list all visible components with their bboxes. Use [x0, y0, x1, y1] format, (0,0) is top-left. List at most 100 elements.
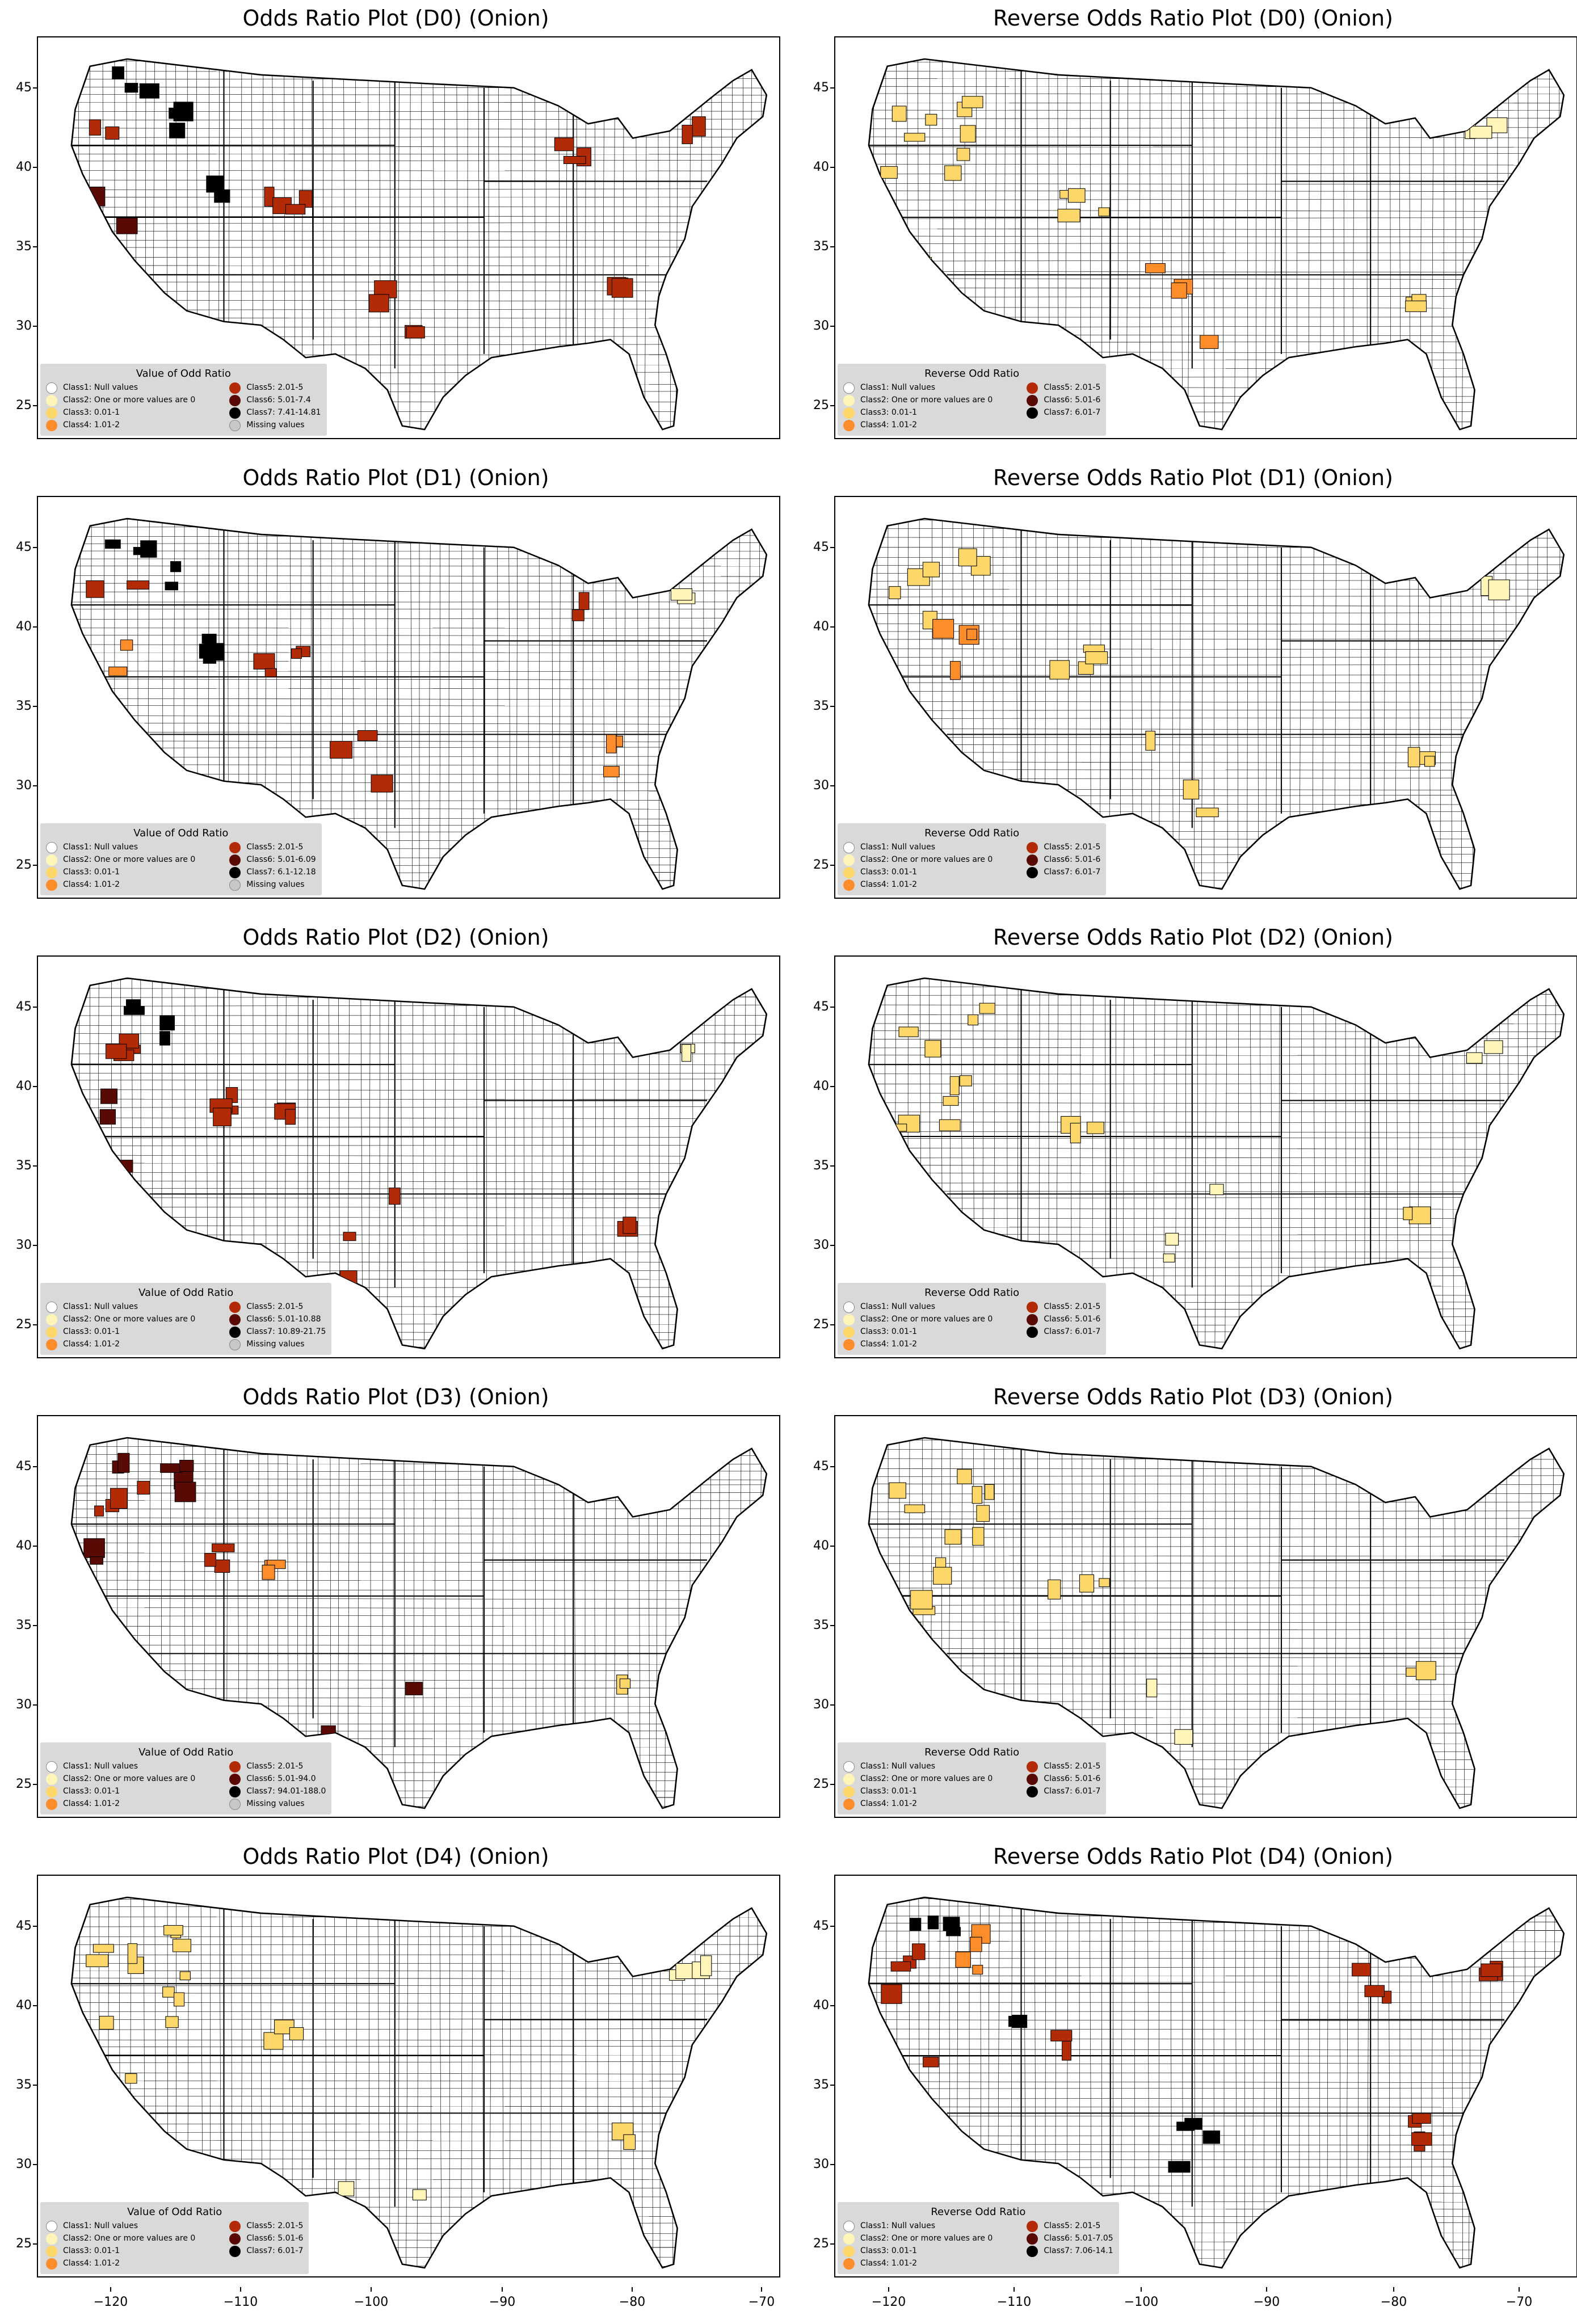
county-highlight [92, 1944, 114, 1953]
legend-item: Class4: 1.01-2 [843, 1798, 993, 1810]
map-panel: Odds Ratio Plot (D3) (Onion) 25 30 35 40 45 Va… [11, 1379, 780, 1838]
county-highlight [389, 1188, 401, 1205]
legend-label: Class5: 2.01-5 [246, 1762, 304, 1771]
legend-label: Class7: 6.01-7 [1044, 408, 1101, 417]
legend-label: Class3: 0.01-1 [63, 408, 120, 417]
county-highlight [99, 2015, 114, 2030]
county-highlight [909, 1918, 922, 1931]
legend-item: Class4: 1.01-2 [46, 879, 195, 891]
legend-label: Missing values [246, 420, 305, 430]
legend-item: Class2: One or more values are 0 [843, 1773, 993, 1785]
y-tick-label: 45 [11, 1920, 37, 1933]
legend-item: Class6: 5.01-6 [1027, 394, 1100, 406]
legend-label: Class7: 10.89-21.75 [246, 1327, 326, 1336]
map-panel: Reverse Odds Ratio Plot (D4) (Onion) 25 30… [809, 1838, 1577, 2298]
y-tick-label: 40 [809, 1540, 835, 1552]
legend-swatch-icon [843, 2245, 855, 2257]
legend-swatch-icon [229, 2233, 241, 2245]
legend-label: Class5: 2.01-5 [246, 2221, 304, 2230]
legend-item: Class6: 5.01-6.09 [229, 854, 316, 866]
y-tick-label: 30 [11, 780, 37, 792]
legend-label: Class6: 5.01-6 [1044, 395, 1101, 405]
county-highlight [1416, 1661, 1436, 1681]
y-tick-label: 45 [11, 541, 37, 554]
x-tick-label: −90 [1244, 2287, 1289, 2309]
county-highlight [1484, 1040, 1503, 1054]
county-highlight [406, 326, 425, 339]
legend-swatch-icon [1027, 1326, 1038, 1338]
map-legend: Value of Odd Ratio Class1: Null values Cla… [40, 1283, 332, 1355]
map-frame: Reverse Odd Ratio Class1: Null values Clas… [834, 955, 1577, 1358]
county-highlight [90, 1556, 104, 1565]
legend-item: Class2: One or more values are 0 [843, 394, 993, 406]
legend-item: Class6: 5.01-94.0 [229, 1773, 326, 1785]
legend-label: Class1: Null values [860, 843, 936, 852]
county-highlight [117, 1452, 130, 1473]
legend-item: Class3: 0.01-1 [843, 1786, 993, 1797]
county-highlight [970, 1936, 982, 1952]
county-highlight [891, 106, 907, 122]
legend-swatch-icon [843, 1301, 855, 1313]
legend-item: Class6: 5.01-6 [1027, 1773, 1100, 1785]
y-tick-label: 45 [11, 82, 37, 94]
y-tick-label: 30 [11, 2158, 37, 2171]
county-highlight [1481, 1963, 1502, 1977]
legend-item: Class1: Null values [843, 1301, 993, 1313]
legend-swatch-icon [843, 1773, 855, 1785]
legend-label: Class3: 0.01-1 [860, 1787, 918, 1796]
legend-label: Class4: 1.01-2 [63, 1340, 120, 1349]
county-highlight [86, 1954, 109, 1967]
legend-entries: Class1: Null values Class5: 2.01-5 Class2:… [843, 841, 1100, 891]
county-highlight [670, 588, 692, 601]
legend-label: Class7: 6.01-7 [1044, 868, 1101, 877]
legend-label: Class6: 5.01-6 [246, 2234, 304, 2243]
legend-label: Class5: 2.01-5 [1044, 1302, 1101, 1311]
county-highlight [125, 999, 141, 1013]
county-highlight [1079, 1574, 1095, 1593]
county-highlight [285, 1109, 296, 1125]
legend-swatch-icon [843, 382, 855, 394]
legend-swatch-icon [229, 1301, 241, 1313]
legend-label: Class7: 6.1-12.18 [246, 868, 316, 877]
county-highlight [285, 204, 306, 214]
legend-title: Value of Odd Ratio [133, 827, 229, 839]
legend-swatch-icon [46, 1798, 57, 1810]
y-tick-label: 30 [11, 1239, 37, 1252]
legend-swatch-icon [1027, 2220, 1038, 2232]
legend-item: Class2: One or more values are 0 [843, 1313, 993, 1325]
county-highlight [619, 1678, 631, 1689]
legend-item: Class5: 2.01-5 [229, 382, 321, 394]
legend-swatch-icon [46, 419, 57, 431]
legend-item: Class6: 5.01-7.4 [229, 394, 321, 406]
legend-entries: Class1: Null values Class5: 2.01-5 Class2:… [46, 841, 316, 891]
county-highlight [898, 1026, 919, 1037]
y-tick-label: 35 [11, 1619, 37, 1632]
county-highlight [961, 96, 983, 108]
legend-label: Class6: 5.01-6 [1044, 1774, 1101, 1783]
legend-entries: Class1: Null values Class5: 2.01-5 Class2:… [843, 1301, 1100, 1350]
y-tick-label: 40 [809, 1999, 835, 2012]
legend-swatch-icon [229, 2245, 241, 2257]
county-highlight [174, 1481, 196, 1502]
legend-swatch-icon [843, 1338, 855, 1350]
county-highlight [960, 125, 976, 143]
legend-label: Class7: 6.01-7 [1044, 1787, 1101, 1796]
county-highlight [972, 1527, 985, 1546]
legend-item: Class1: Null values [46, 1301, 195, 1313]
legend-swatch-icon [843, 407, 855, 419]
x-tick-label: −100 [348, 2287, 394, 2309]
y-tick-label: 35 [11, 2079, 37, 2091]
map-legend: Reverse Odd Ratio Class1: Null values Clas… [838, 364, 1107, 436]
county-highlight [1048, 1579, 1061, 1599]
county-highlight [212, 1543, 235, 1552]
legend-swatch-icon [843, 2258, 855, 2270]
county-highlight [139, 83, 159, 99]
y-tick-label: 45 [809, 541, 835, 554]
legend-label: Class6: 5.01-6 [1044, 1315, 1101, 1324]
panel-title: Odds Ratio Plot (D3) (Onion) [242, 1384, 549, 1409]
legend-label: Class5: 2.01-5 [246, 843, 304, 852]
y-tick-label: 40 [809, 1080, 835, 1093]
legend-item: Class4: 1.01-2 [46, 2258, 195, 2270]
legend-swatch-icon [1027, 841, 1038, 853]
county-highlight [1174, 1729, 1193, 1745]
